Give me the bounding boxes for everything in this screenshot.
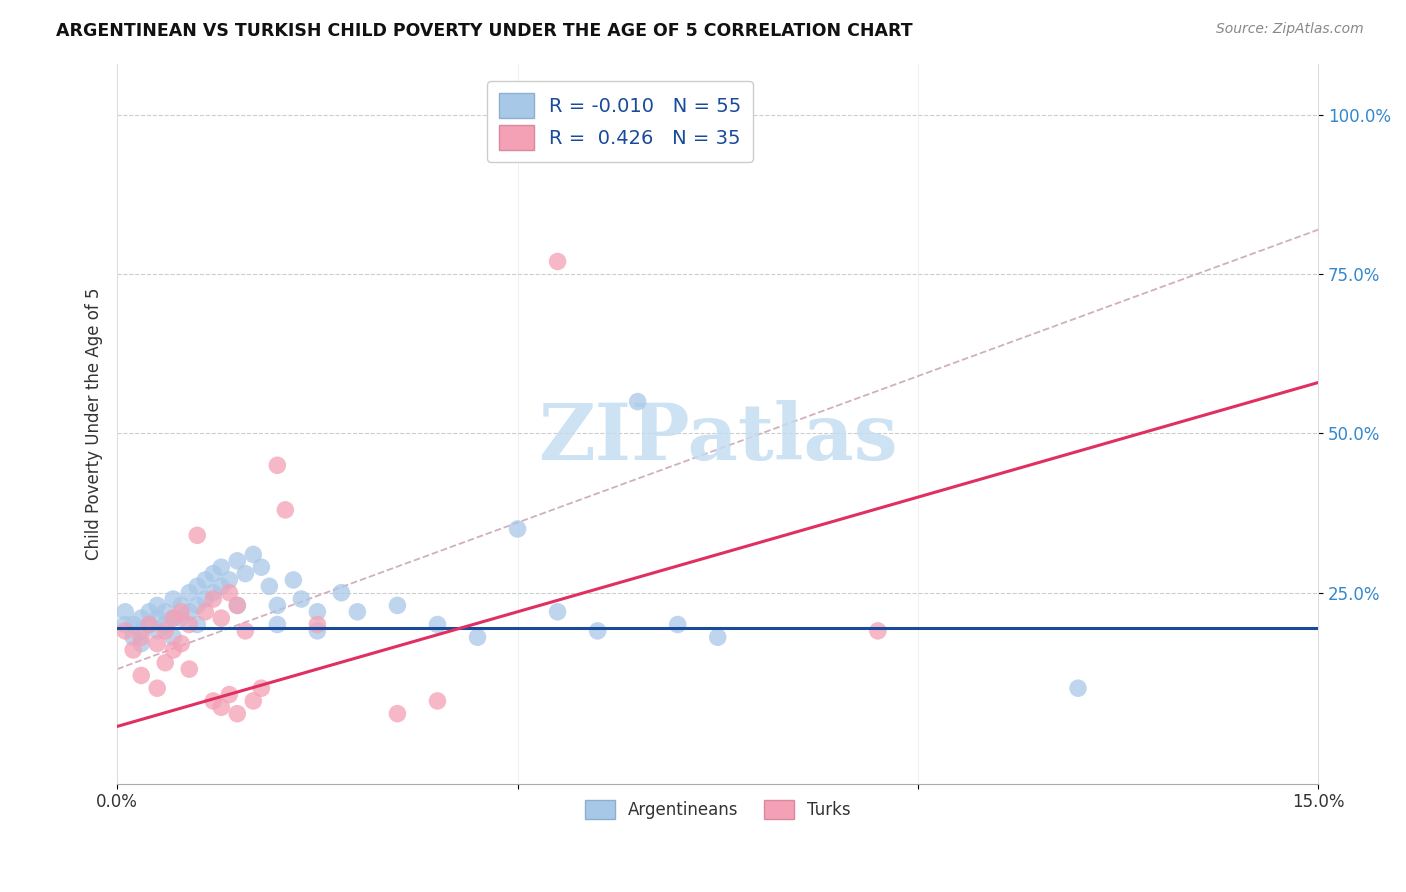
Point — [209, 560, 232, 574]
Point — [209, 611, 232, 625]
Point — [387, 599, 409, 613]
Point — [129, 668, 152, 682]
Point — [146, 681, 169, 696]
Point — [346, 605, 368, 619]
Point — [259, 579, 281, 593]
Point — [283, 573, 305, 587]
Point — [194, 592, 217, 607]
Point — [266, 458, 288, 473]
Point — [426, 694, 449, 708]
Point — [226, 554, 249, 568]
Point — [146, 624, 169, 638]
Point — [202, 592, 225, 607]
Point — [186, 617, 208, 632]
Point — [866, 624, 889, 638]
Point — [387, 706, 409, 721]
Point — [202, 566, 225, 581]
Point — [330, 585, 353, 599]
Point — [218, 688, 240, 702]
Point — [250, 560, 273, 574]
Point — [547, 605, 569, 619]
Point — [186, 599, 208, 613]
Point — [162, 643, 184, 657]
Point — [155, 617, 177, 632]
Point — [186, 579, 208, 593]
Point — [122, 630, 145, 644]
Point — [226, 599, 249, 613]
Point — [179, 617, 201, 632]
Point — [706, 630, 728, 644]
Point — [226, 599, 249, 613]
Point — [179, 605, 201, 619]
Point — [586, 624, 609, 638]
Point — [162, 630, 184, 644]
Point — [114, 605, 136, 619]
Point — [138, 617, 160, 632]
Point — [242, 548, 264, 562]
Point — [426, 617, 449, 632]
Point — [627, 394, 650, 409]
Point — [114, 624, 136, 638]
Point — [129, 637, 152, 651]
Point — [162, 611, 184, 625]
Point — [146, 637, 169, 651]
Point — [290, 592, 312, 607]
Point — [155, 624, 177, 638]
Point — [146, 611, 169, 625]
Point — [162, 611, 184, 625]
Point — [467, 630, 489, 644]
Text: ZIPatlas: ZIPatlas — [538, 401, 897, 476]
Point — [307, 617, 329, 632]
Point — [138, 617, 160, 632]
Point — [129, 624, 152, 638]
Point — [122, 643, 145, 657]
Point — [1067, 681, 1090, 696]
Y-axis label: Child Poverty Under the Age of 5: Child Poverty Under the Age of 5 — [86, 287, 103, 560]
Point — [179, 662, 201, 676]
Point — [170, 611, 193, 625]
Point — [666, 617, 689, 632]
Point — [202, 694, 225, 708]
Point — [146, 599, 169, 613]
Text: ARGENTINEAN VS TURKISH CHILD POVERTY UNDER THE AGE OF 5 CORRELATION CHART: ARGENTINEAN VS TURKISH CHILD POVERTY UND… — [56, 22, 912, 40]
Point — [274, 503, 297, 517]
Point — [170, 599, 193, 613]
Point — [194, 573, 217, 587]
Point — [307, 605, 329, 619]
Point — [209, 700, 232, 714]
Point — [138, 605, 160, 619]
Legend: Argentineans, Turks: Argentineans, Turks — [578, 793, 858, 826]
Point — [179, 585, 201, 599]
Point — [266, 599, 288, 613]
Point — [122, 617, 145, 632]
Point — [186, 528, 208, 542]
Point — [233, 566, 256, 581]
Point — [307, 624, 329, 638]
Point — [170, 637, 193, 651]
Point — [155, 605, 177, 619]
Point — [547, 254, 569, 268]
Point — [226, 706, 249, 721]
Point — [114, 617, 136, 632]
Point — [170, 605, 193, 619]
Point — [202, 585, 225, 599]
Point — [162, 592, 184, 607]
Point — [506, 522, 529, 536]
Point — [242, 694, 264, 708]
Point — [209, 579, 232, 593]
Point — [218, 573, 240, 587]
Point — [218, 585, 240, 599]
Point — [129, 630, 152, 644]
Point — [155, 656, 177, 670]
Point — [129, 611, 152, 625]
Point — [250, 681, 273, 696]
Point — [233, 624, 256, 638]
Point — [194, 605, 217, 619]
Point — [266, 617, 288, 632]
Text: Source: ZipAtlas.com: Source: ZipAtlas.com — [1216, 22, 1364, 37]
